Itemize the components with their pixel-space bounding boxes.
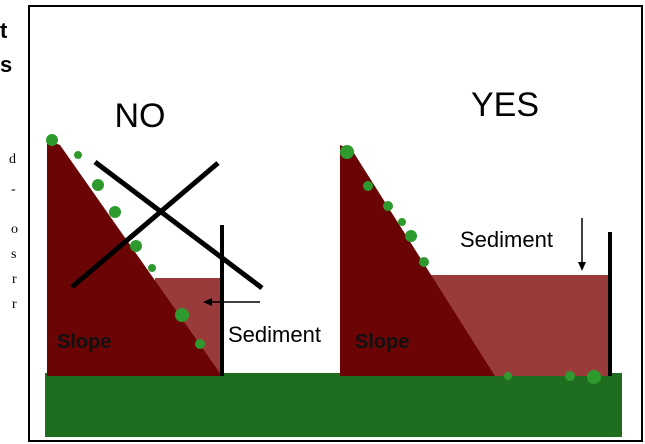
panel-title: YES [471, 86, 539, 124]
side-heading: t [0, 18, 8, 43]
side-body: - [11, 182, 16, 197]
side-body: d [9, 152, 16, 167]
side-body: r [12, 297, 17, 312]
slope-label: Slope [57, 331, 111, 353]
sediment-label: Sediment [228, 322, 321, 347]
ground [45, 373, 622, 437]
page: t s d - o s r r NO Sediment Slope YES Se… [0, 0, 645, 444]
panel-title: NO [115, 97, 166, 135]
slope-label: Slope [355, 331, 409, 353]
side-body: r [12, 272, 17, 287]
side-heading: s [0, 52, 12, 77]
side-body: s [11, 247, 16, 262]
sediment-label: Sediment [460, 227, 553, 252]
side-body: o [11, 222, 18, 237]
side-text: t s d - o s r r [0, 18, 18, 312]
